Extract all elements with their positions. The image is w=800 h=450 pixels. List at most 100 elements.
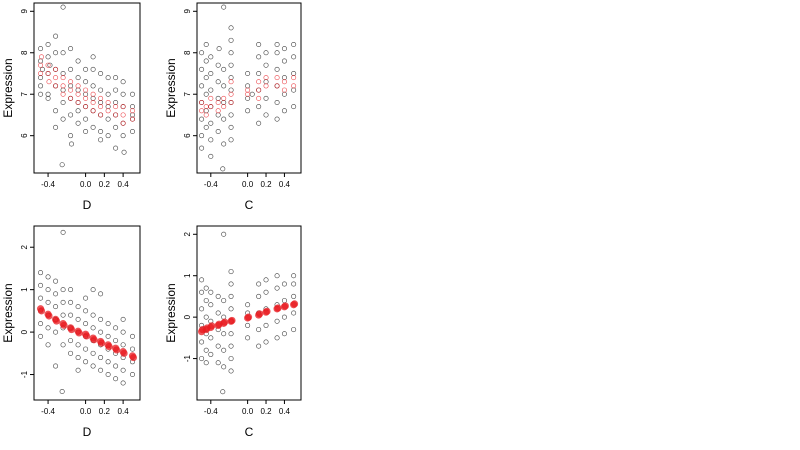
- data-point: [120, 112, 126, 118]
- plot-frame: [33, 2, 141, 174]
- data-point: [228, 87, 234, 93]
- data-point: [281, 75, 287, 81]
- data-point: [245, 302, 251, 308]
- data-point: [249, 91, 255, 97]
- data-point: [47, 62, 53, 68]
- data-point: [75, 91, 81, 97]
- data-point: [67, 325, 76, 334]
- data-point: [105, 100, 111, 106]
- data-point: [221, 298, 227, 304]
- data-point: [68, 133, 74, 139]
- y-tick-label: 0: [20, 329, 29, 334]
- data-point: [60, 321, 68, 329]
- data-point: [129, 112, 135, 118]
- data-point: [274, 335, 280, 341]
- data-point: [83, 87, 89, 93]
- data-point: [105, 91, 111, 97]
- data-point: [120, 367, 126, 373]
- data-point: [256, 293, 262, 299]
- data-point: [263, 307, 271, 315]
- data-point: [291, 70, 297, 76]
- data-point: [105, 342, 113, 351]
- x-tick-label: 0.4: [279, 407, 291, 416]
- plot-frame: [196, 2, 302, 174]
- data-point: [228, 62, 234, 68]
- data-point: [75, 87, 81, 93]
- y-tick-label: -1: [20, 370, 29, 378]
- data-point: [98, 104, 104, 110]
- x-tick-label: -0.4: [204, 407, 218, 416]
- data-point: [228, 124, 234, 130]
- data-point: [221, 347, 227, 353]
- data-point: [208, 335, 214, 341]
- x-tick-label: 0.4: [279, 180, 291, 189]
- data-point: [98, 100, 104, 106]
- data-point: [45, 312, 53, 320]
- data-point: [244, 313, 253, 321]
- data-point: [291, 41, 297, 47]
- x-axis-label: D: [83, 198, 92, 212]
- data-point: [75, 355, 81, 361]
- data-point: [208, 104, 214, 110]
- data-point: [83, 308, 89, 314]
- data-point: [68, 350, 74, 356]
- data-point: [215, 95, 221, 101]
- data-point: [129, 372, 135, 378]
- data-point: [113, 87, 119, 93]
- data-point: [129, 108, 135, 114]
- data-point: [199, 116, 205, 122]
- data-point: [208, 137, 214, 143]
- data-point: [45, 41, 51, 47]
- data-point: [75, 108, 81, 114]
- data-point: [83, 95, 89, 101]
- chart-panel-2: -0.4 0.0 0.2 0.4 6 7 8 9 C Expression: [164, 2, 302, 212]
- data-point: [90, 336, 98, 344]
- data-point: [83, 66, 89, 72]
- data-point: [75, 304, 81, 310]
- data-point: [46, 79, 52, 85]
- series-1: [38, 229, 135, 395]
- series-2: [38, 54, 135, 126]
- data-point: [38, 62, 44, 68]
- data-point: [274, 273, 280, 279]
- data-point: [60, 100, 66, 106]
- series-2: [36, 305, 138, 362]
- data-point: [105, 372, 111, 378]
- data-point: [281, 79, 287, 85]
- data-point: [90, 108, 96, 114]
- data-point: [228, 293, 234, 299]
- data-point: [121, 149, 127, 155]
- data-point: [216, 46, 222, 52]
- chart-panel-3: -0.4 0.0 0.2 0.4 -1 0 1 2 D Expression: [1, 225, 141, 439]
- data-point: [256, 70, 262, 76]
- data-point: [113, 104, 119, 110]
- data-point: [256, 79, 262, 85]
- data-point: [90, 350, 96, 356]
- data-point: [221, 231, 227, 237]
- data-point: [59, 162, 65, 168]
- data-point: [45, 342, 51, 348]
- data-point: [245, 91, 251, 97]
- data-point: [291, 293, 297, 299]
- data-point: [75, 329, 83, 337]
- y-axis-label: Expression: [1, 283, 15, 342]
- data-point: [68, 299, 74, 305]
- data-point: [38, 46, 44, 52]
- data-point: [68, 287, 74, 293]
- data-point: [75, 75, 81, 81]
- data-point: [199, 306, 205, 312]
- data-point: [255, 310, 264, 318]
- y-tick-label: 2: [20, 244, 29, 249]
- y-tick-label: 7: [183, 91, 192, 96]
- y-axis-label: Expression: [164, 58, 178, 117]
- data-point: [291, 327, 297, 333]
- data-point: [112, 346, 121, 354]
- data-point: [98, 137, 104, 143]
- data-point: [221, 364, 227, 370]
- y-tick-label: 1: [20, 287, 29, 292]
- y-tick-label: 8: [183, 50, 192, 55]
- data-point: [221, 116, 227, 122]
- data-point: [281, 91, 287, 97]
- data-point: [263, 79, 269, 85]
- data-point: [263, 322, 269, 328]
